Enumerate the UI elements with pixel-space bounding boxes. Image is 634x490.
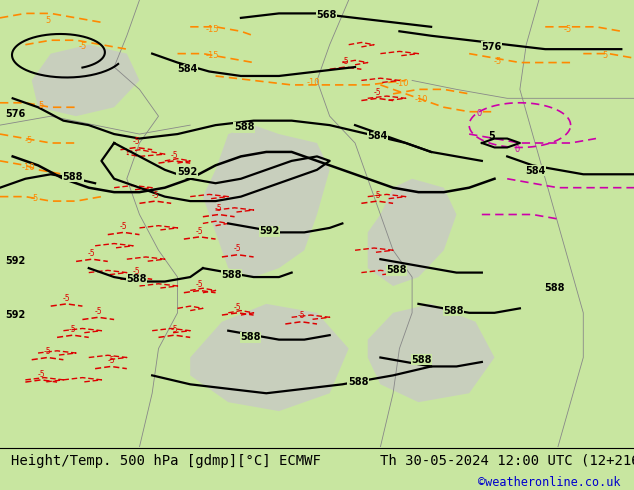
Text: 588: 588 [348, 377, 368, 387]
Text: 5: 5 [39, 100, 44, 110]
Text: -5: -5 [171, 150, 178, 160]
Text: -5: -5 [107, 356, 115, 365]
Text: -5: -5 [30, 195, 39, 203]
Text: -15: -15 [205, 24, 219, 33]
Text: -10: -10 [396, 79, 410, 88]
Text: -5: -5 [94, 307, 102, 316]
Text: -5: -5 [69, 325, 77, 334]
Text: 576: 576 [481, 42, 501, 52]
Text: 588: 588 [221, 270, 242, 280]
Text: 576: 576 [5, 109, 25, 119]
Text: 0: 0 [476, 109, 481, 119]
Text: -5: -5 [120, 222, 127, 231]
Polygon shape [190, 304, 349, 411]
Text: 588: 588 [411, 355, 432, 365]
Text: 588: 588 [63, 172, 83, 181]
Text: -10: -10 [22, 163, 36, 172]
Text: -5: -5 [171, 325, 178, 334]
Text: ©weatheronline.co.uk: ©weatheronline.co.uk [477, 476, 620, 489]
Text: -5: -5 [234, 245, 242, 253]
Text: -5: -5 [78, 43, 87, 51]
Text: -5: -5 [63, 294, 70, 302]
Text: -10: -10 [415, 95, 429, 104]
Text: -5: -5 [373, 191, 381, 200]
Text: 592: 592 [5, 310, 25, 320]
Text: 584: 584 [177, 64, 197, 74]
Text: 5: 5 [45, 16, 50, 24]
Polygon shape [203, 125, 330, 277]
Text: 592: 592 [177, 167, 197, 177]
Text: 584: 584 [526, 166, 546, 176]
Text: -5: -5 [215, 204, 223, 213]
Text: -5: -5 [196, 226, 204, 236]
Polygon shape [368, 304, 495, 402]
Text: 588: 588 [386, 266, 406, 275]
Text: -5: -5 [44, 347, 51, 356]
Text: 592: 592 [259, 226, 280, 236]
Text: 584: 584 [367, 131, 387, 141]
Text: Height/Temp. 500 hPa [gdmp][°C] ECMWF: Height/Temp. 500 hPa [gdmp][°C] ECMWF [11, 454, 321, 467]
Polygon shape [368, 179, 456, 286]
Polygon shape [32, 45, 139, 116]
Text: -5: -5 [88, 249, 96, 258]
Text: 588: 588 [443, 306, 463, 316]
Text: 0: 0 [514, 145, 519, 154]
Text: 5: 5 [603, 51, 608, 60]
Text: -5: -5 [24, 136, 33, 145]
Text: 588: 588 [234, 122, 254, 132]
Text: -5: -5 [342, 57, 349, 66]
Text: -15: -15 [205, 51, 219, 60]
Text: -5: -5 [37, 369, 45, 379]
Text: -5: -5 [297, 312, 305, 320]
Text: 592: 592 [5, 256, 25, 267]
Text: 588: 588 [240, 332, 261, 343]
Text: -5: -5 [133, 137, 140, 146]
Text: -5: -5 [493, 57, 502, 66]
Text: -5: -5 [373, 88, 381, 97]
Text: 568: 568 [316, 10, 337, 20]
Text: Th 30-05-2024 12:00 UTC (12+216): Th 30-05-2024 12:00 UTC (12+216) [380, 454, 634, 467]
Text: -10: -10 [307, 78, 321, 87]
Text: -5: -5 [196, 280, 204, 289]
Text: -5: -5 [152, 191, 159, 200]
Text: -5: -5 [563, 24, 572, 33]
Text: 5: 5 [488, 131, 495, 141]
Text: 588: 588 [126, 274, 146, 284]
Text: 588: 588 [545, 283, 565, 293]
Text: -5: -5 [133, 267, 140, 276]
Text: -5: -5 [234, 302, 242, 312]
